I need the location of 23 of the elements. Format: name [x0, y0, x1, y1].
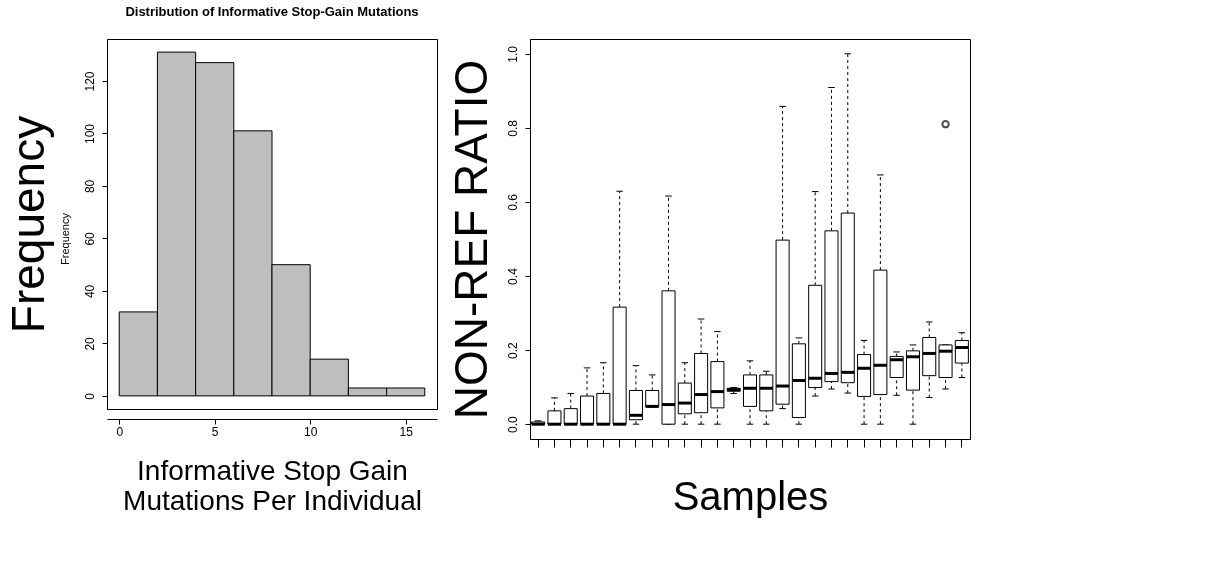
y-tick-label: 80	[82, 179, 97, 194]
y-tick-label: 60	[82, 231, 97, 246]
y-tick-label: 1.0	[505, 45, 520, 63]
x-tick-label: 10	[304, 424, 318, 439]
y-tick-label: 0.8	[505, 119, 520, 137]
chart-title: Distribution of Informative Stop-Gain Mutations	[125, 4, 419, 19]
y-tick-label: 0.0	[505, 416, 520, 434]
y-tick-label: 40	[82, 284, 97, 299]
y-tick-label: 0.6	[505, 193, 520, 211]
text: Frequency	[59, 212, 71, 265]
x-tick-label: 0	[116, 424, 124, 439]
y-axis-title: NON-REF RATIO	[444, 59, 497, 420]
y-tick-label: 0.4	[505, 267, 520, 285]
x-tick-label: 5	[211, 424, 219, 439]
x-tick-label: 15	[399, 424, 414, 439]
x-axis-title: Samples	[672, 474, 829, 518]
y-tick-label: 120	[82, 71, 97, 92]
y-tick-label: 0	[82, 392, 97, 400]
y-tick-label: 100	[82, 123, 97, 144]
y-tick-label: 0.2	[505, 341, 520, 359]
y-tick-label: 20	[82, 336, 97, 351]
x-axis-title: Informative Stop Gain Mutations Per Individual	[123, 454, 422, 516]
y-axis-title: Frequency	[1, 115, 54, 334]
